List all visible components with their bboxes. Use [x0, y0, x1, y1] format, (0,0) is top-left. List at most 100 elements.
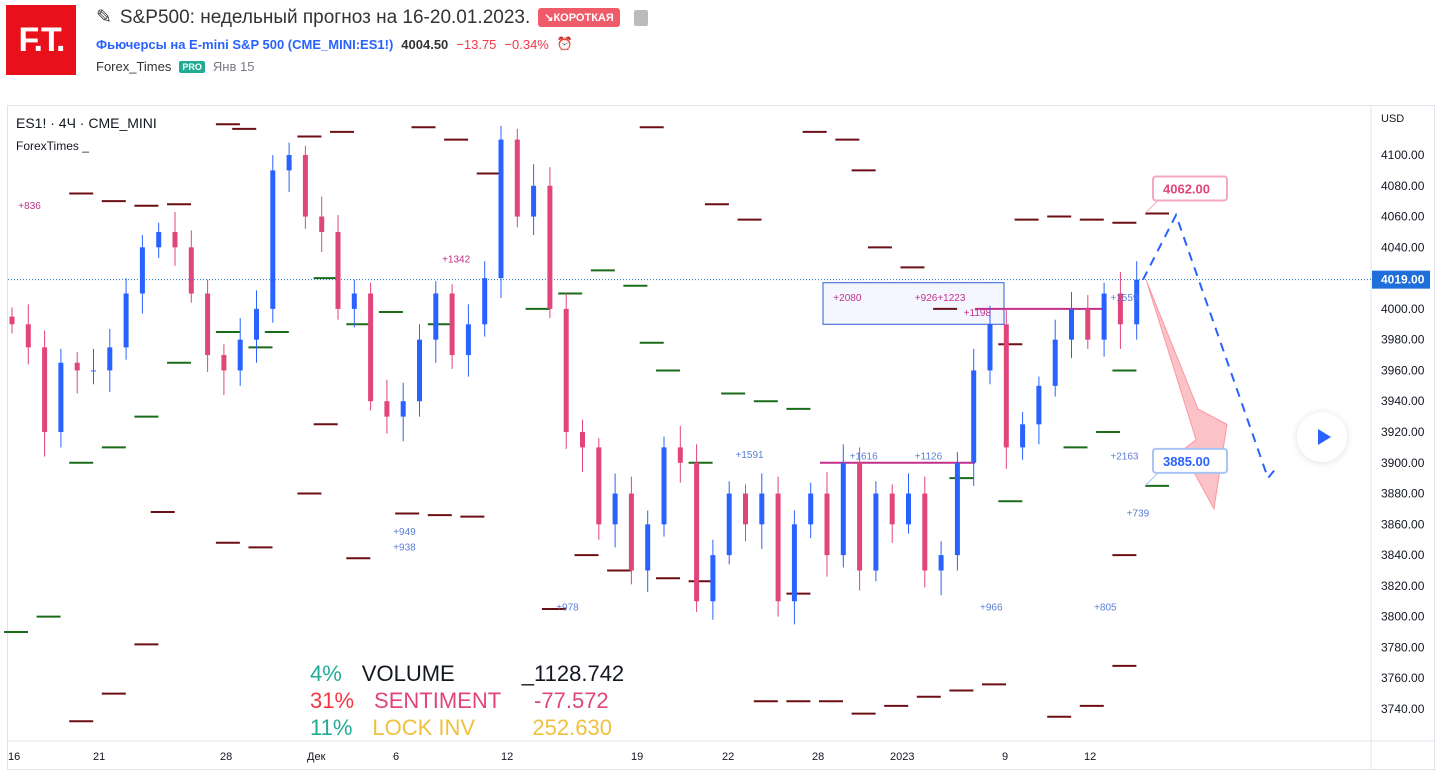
current-price-tag	[1372, 270, 1430, 289]
candle-body	[954, 462, 960, 556]
candle-body	[205, 293, 211, 356]
candle-body	[449, 293, 455, 356]
candle-body	[873, 493, 879, 571]
indicator-legend: ForexTimes _	[16, 139, 89, 153]
candle-body	[270, 170, 276, 309]
volume-annotation: +938	[393, 542, 416, 553]
y-tick-label: 3940.00	[1381, 394, 1425, 408]
y-tick-label: 3840.00	[1381, 548, 1425, 562]
symbol-code: CME_MINI:ES1!	[292, 36, 389, 52]
author-name[interactable]: Forex_Times	[96, 59, 172, 74]
candle-body	[74, 362, 80, 371]
candle-body	[1085, 308, 1091, 340]
candle-body	[107, 347, 113, 371]
y-tick-label: 3900.00	[1381, 456, 1425, 470]
y-tick-label: 3760.00	[1381, 671, 1425, 685]
candle-body	[824, 493, 830, 556]
candle-body	[1003, 324, 1009, 448]
candle-body	[351, 293, 357, 309]
currency-label: USD	[1381, 113, 1404, 125]
y-tick-label: 4060.00	[1381, 210, 1425, 224]
candle-body	[857, 462, 863, 571]
y-tick-label: 3860.00	[1381, 517, 1425, 531]
alarm-icon[interactable]: ⏰	[556, 36, 574, 51]
candle-body	[302, 155, 308, 217]
volume-annotation: +1198	[964, 308, 992, 319]
volume-annotation: +1559	[1110, 293, 1139, 304]
last-price: 4004.50	[401, 36, 449, 52]
stat-pct: 31%	[310, 688, 355, 713]
candle-body	[1052, 339, 1058, 386]
candle-body	[580, 432, 585, 448]
candle-body	[286, 155, 292, 171]
candle-body	[791, 524, 797, 602]
candle-body	[808, 493, 814, 525]
stats-panel: 4% VOLUME _1128.742 31% SENTIMENT -77.572 11…	[310, 660, 624, 741]
candle-body	[889, 493, 895, 525]
volume-annotation: +1616	[850, 452, 879, 463]
x-tick-label: 9	[1002, 751, 1008, 763]
candle-body	[840, 462, 846, 556]
x-tick-label: 19	[631, 751, 643, 763]
candle-body	[188, 247, 194, 294]
stat-pct: 4%	[310, 661, 342, 686]
stat-value: -77.572	[534, 688, 609, 713]
candle-body	[156, 231, 162, 248]
publish-date: Янв 15	[212, 59, 255, 74]
candle-body	[58, 362, 64, 432]
stat-row: 4% VOLUME _1128.742	[310, 660, 624, 687]
candle-body	[596, 447, 602, 525]
candle-body	[775, 493, 781, 602]
price-change: −13.75	[456, 36, 497, 52]
stat-value: 252.630	[532, 715, 612, 740]
chart-area[interactable]	[7, 105, 1435, 770]
volume-annotation: +2163	[1110, 452, 1139, 463]
symbol-link[interactable]: Фьючерсы на E-mini S&P 500 (CME_MINI:ES1…	[96, 36, 394, 52]
ft-logo: F.T.	[6, 5, 76, 75]
x-tick-label: Дек	[307, 751, 326, 763]
play-button[interactable]	[1297, 412, 1347, 462]
y-tick-label: 3800.00	[1381, 610, 1425, 624]
stat-pct: 11%	[310, 715, 353, 740]
candle-body	[514, 139, 520, 217]
x-tick-label: 6	[393, 751, 399, 763]
x-tick-label: 2023	[890, 751, 914, 763]
x-tick-label: 22	[722, 751, 734, 763]
volume-annotation: +926+1223	[915, 293, 966, 304]
candle-body	[1117, 293, 1123, 325]
candle-body	[547, 185, 553, 309]
volume-annotation: +949	[393, 527, 416, 538]
y-tick-label: 3780.00	[1381, 640, 1425, 654]
target-label: 4062.00	[1163, 181, 1210, 196]
symbol-line: Фьючерсы на E-mini S&P 500 (CME_MINI:ES1…	[96, 36, 573, 52]
y-tick-label: 3980.00	[1381, 333, 1425, 347]
highlight-box	[822, 282, 1005, 325]
stat-row: 11% LOCK INV 252.630	[310, 714, 624, 741]
target-callout-box	[1152, 447, 1228, 474]
x-tick-label: 12	[1084, 751, 1096, 763]
candle-body	[123, 293, 129, 348]
y-tick-label: 3740.00	[1381, 702, 1425, 716]
symbol-name: Фьючерсы на E-mini S&P 500	[96, 36, 285, 52]
candle-body	[987, 324, 993, 371]
candle-body	[906, 493, 911, 525]
y-tick-label: 4080.00	[1381, 179, 1425, 193]
candle-body	[563, 308, 569, 432]
y-tick-label: 3880.00	[1381, 487, 1425, 501]
volume-annotation: +805	[1094, 603, 1117, 614]
candle-body	[759, 493, 765, 525]
candle-body	[1020, 424, 1026, 448]
target-callout-box	[1152, 175, 1228, 202]
candle-body	[922, 493, 928, 571]
x-tick-label: 12	[501, 751, 513, 763]
y-tick-label: 4040.00	[1381, 240, 1425, 254]
author-line: Forex_Times PRO Янв 15	[96, 59, 254, 74]
pencil-icon: ✎	[96, 7, 112, 28]
volume-annotation: +1591	[736, 450, 765, 461]
candle-body	[612, 493, 618, 525]
chart-symbol-legend: ES1! · 4Ч · CME_MINI	[16, 115, 157, 131]
candle-body	[237, 339, 243, 371]
x-tick-label: 28	[812, 751, 824, 763]
stat-label: VOLUME	[361, 661, 455, 686]
